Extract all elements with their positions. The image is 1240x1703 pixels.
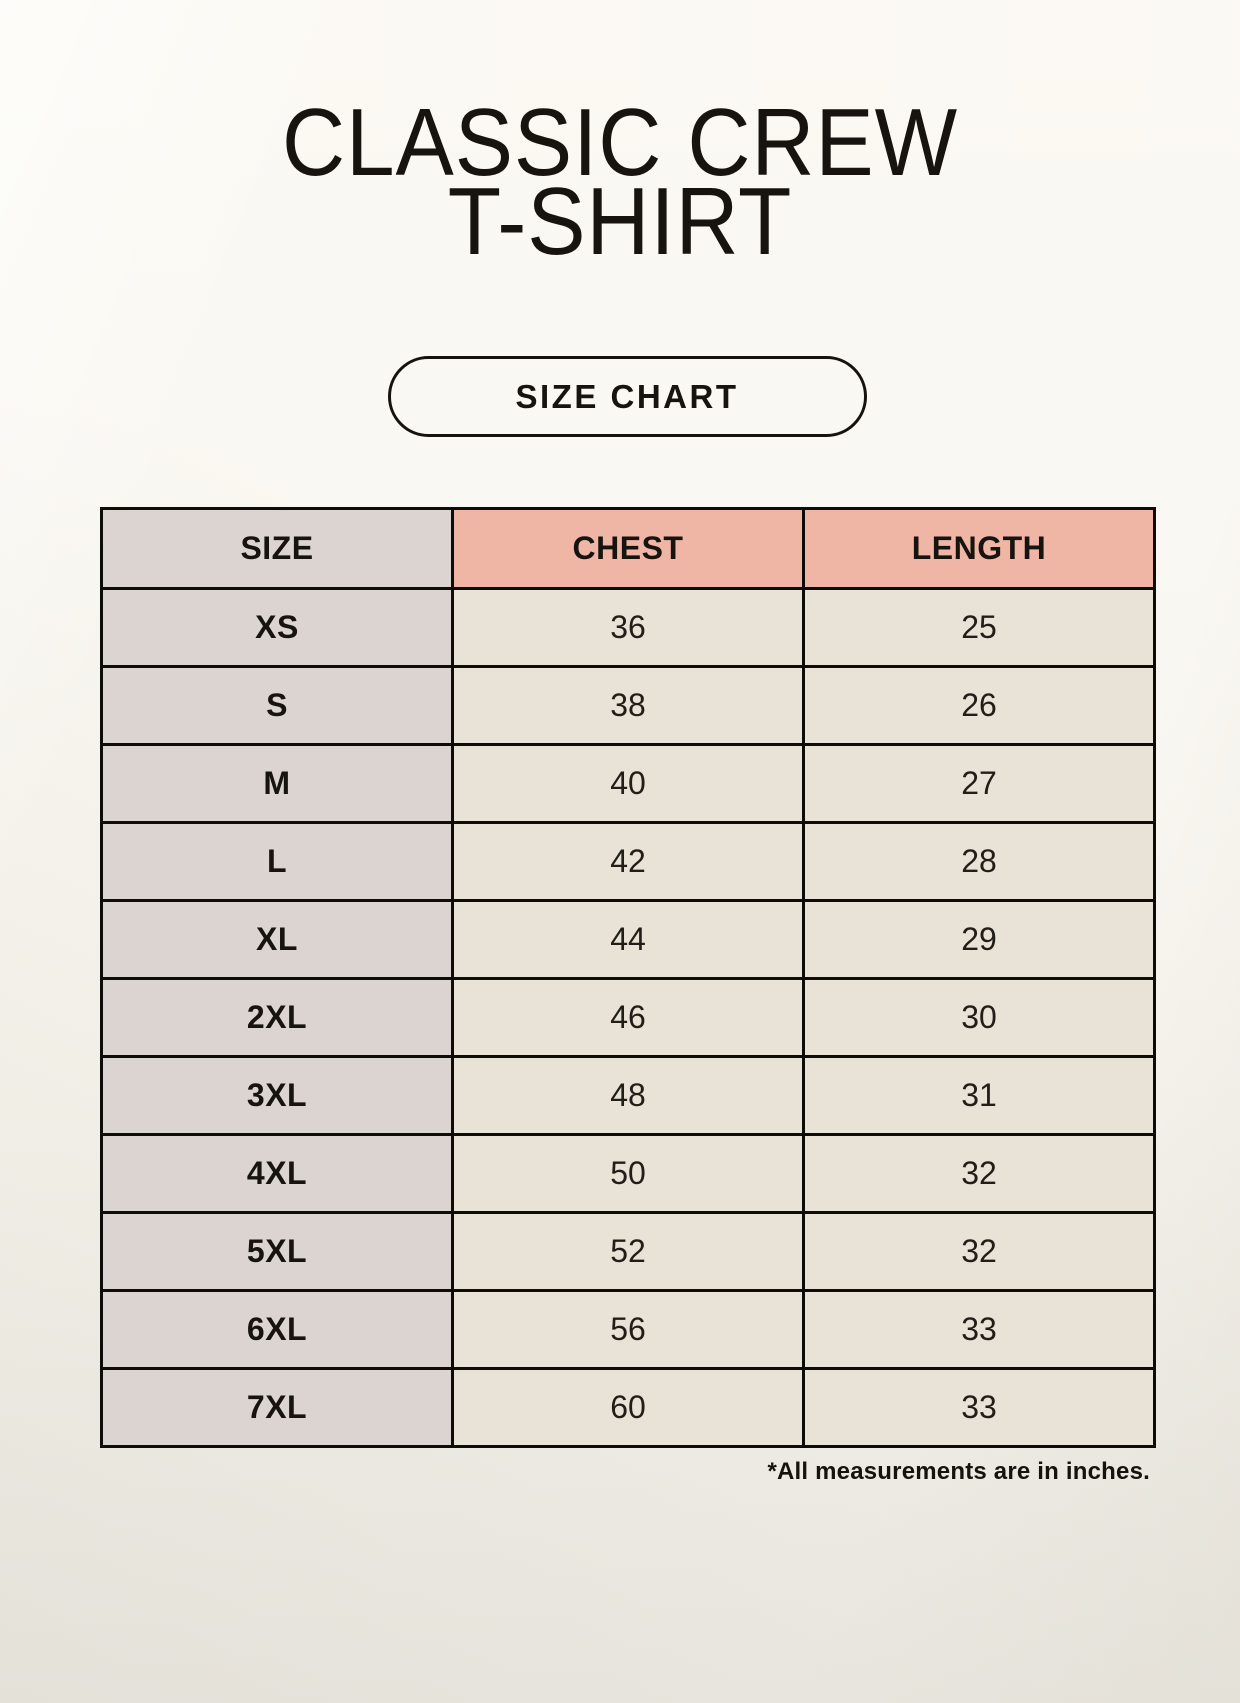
table-row: 5XL 52 32 bbox=[100, 1211, 1156, 1292]
length-cell: 32 bbox=[802, 1211, 1156, 1292]
size-cell: 5XL bbox=[100, 1211, 454, 1292]
chest-cell: 56 bbox=[451, 1289, 805, 1370]
chest-cell: 60 bbox=[451, 1367, 805, 1448]
table-row: S 38 26 bbox=[100, 665, 1156, 746]
table-row: 3XL 48 31 bbox=[100, 1055, 1156, 1136]
table-row: XL 44 29 bbox=[100, 899, 1156, 980]
table-row: 2XL 46 30 bbox=[100, 977, 1156, 1058]
size-chart-button-label: SIZE CHART bbox=[515, 377, 739, 415]
size-cell: 4XL bbox=[100, 1133, 454, 1214]
chest-cell: 52 bbox=[451, 1211, 805, 1292]
length-cell: 25 bbox=[802, 587, 1156, 668]
size-cell: M bbox=[100, 743, 454, 824]
size-cell: 2XL bbox=[100, 977, 454, 1058]
size-cell: XS bbox=[100, 587, 454, 668]
size-chart-table: SIZE CHEST LENGTH XS 36 25 S 38 26 M 40 … bbox=[100, 507, 1156, 1448]
measurements-footnote: *All measurements are in inches. bbox=[767, 1458, 1150, 1485]
size-chart-button[interactable]: SIZE CHART bbox=[387, 356, 867, 437]
length-cell: 31 bbox=[802, 1055, 1156, 1136]
chest-cell: 42 bbox=[451, 821, 805, 902]
table-row: 7XL 60 33 bbox=[100, 1367, 1156, 1448]
chest-cell: 46 bbox=[451, 977, 805, 1058]
chest-cell: 36 bbox=[451, 587, 805, 668]
size-cell: XL bbox=[100, 899, 454, 980]
size-chart-page: { "header": { "title_line1": "CLASSIC CR… bbox=[0, 89, 1240, 1703]
table-row: 6XL 56 33 bbox=[100, 1289, 1156, 1370]
chest-cell: 48 bbox=[451, 1055, 805, 1136]
table-header-row: SIZE CHEST LENGTH bbox=[100, 507, 1156, 590]
length-cell: 32 bbox=[802, 1133, 1156, 1214]
table-row: L 42 28 bbox=[100, 821, 1156, 902]
length-cell: 29 bbox=[802, 899, 1156, 980]
length-cell: 26 bbox=[802, 665, 1156, 746]
page-title-line-1: CLASSIC CREW bbox=[282, 89, 958, 196]
chest-cell: 50 bbox=[451, 1133, 805, 1214]
table-row: M 40 27 bbox=[100, 743, 1156, 824]
page-header: CLASSIC CREW T-SHIRT bbox=[0, 89, 1240, 275]
table-row: 4XL 50 32 bbox=[100, 1133, 1156, 1214]
length-cell: 33 bbox=[802, 1289, 1156, 1370]
size-cell: S bbox=[100, 665, 454, 746]
page-title-line-2: T-SHIRT bbox=[447, 168, 793, 275]
length-cell: 28 bbox=[802, 821, 1156, 902]
length-cell: 27 bbox=[802, 743, 1156, 824]
chest-cell: 38 bbox=[451, 665, 805, 746]
length-cell: 30 bbox=[802, 977, 1156, 1058]
column-header-length: LENGTH bbox=[802, 507, 1156, 590]
page-title: CLASSIC CREW T-SHIRT bbox=[56, 89, 1184, 275]
size-cell: L bbox=[100, 821, 454, 902]
size-cell: 7XL bbox=[100, 1367, 454, 1448]
column-header-chest: CHEST bbox=[451, 507, 805, 590]
column-header-size: SIZE bbox=[100, 507, 454, 590]
chest-cell: 44 bbox=[451, 899, 805, 980]
size-cell: 3XL bbox=[100, 1055, 454, 1136]
chest-cell: 40 bbox=[451, 743, 805, 824]
length-cell: 33 bbox=[802, 1367, 1156, 1448]
table-row: XS 36 25 bbox=[100, 587, 1156, 668]
size-cell: 6XL bbox=[100, 1289, 454, 1370]
